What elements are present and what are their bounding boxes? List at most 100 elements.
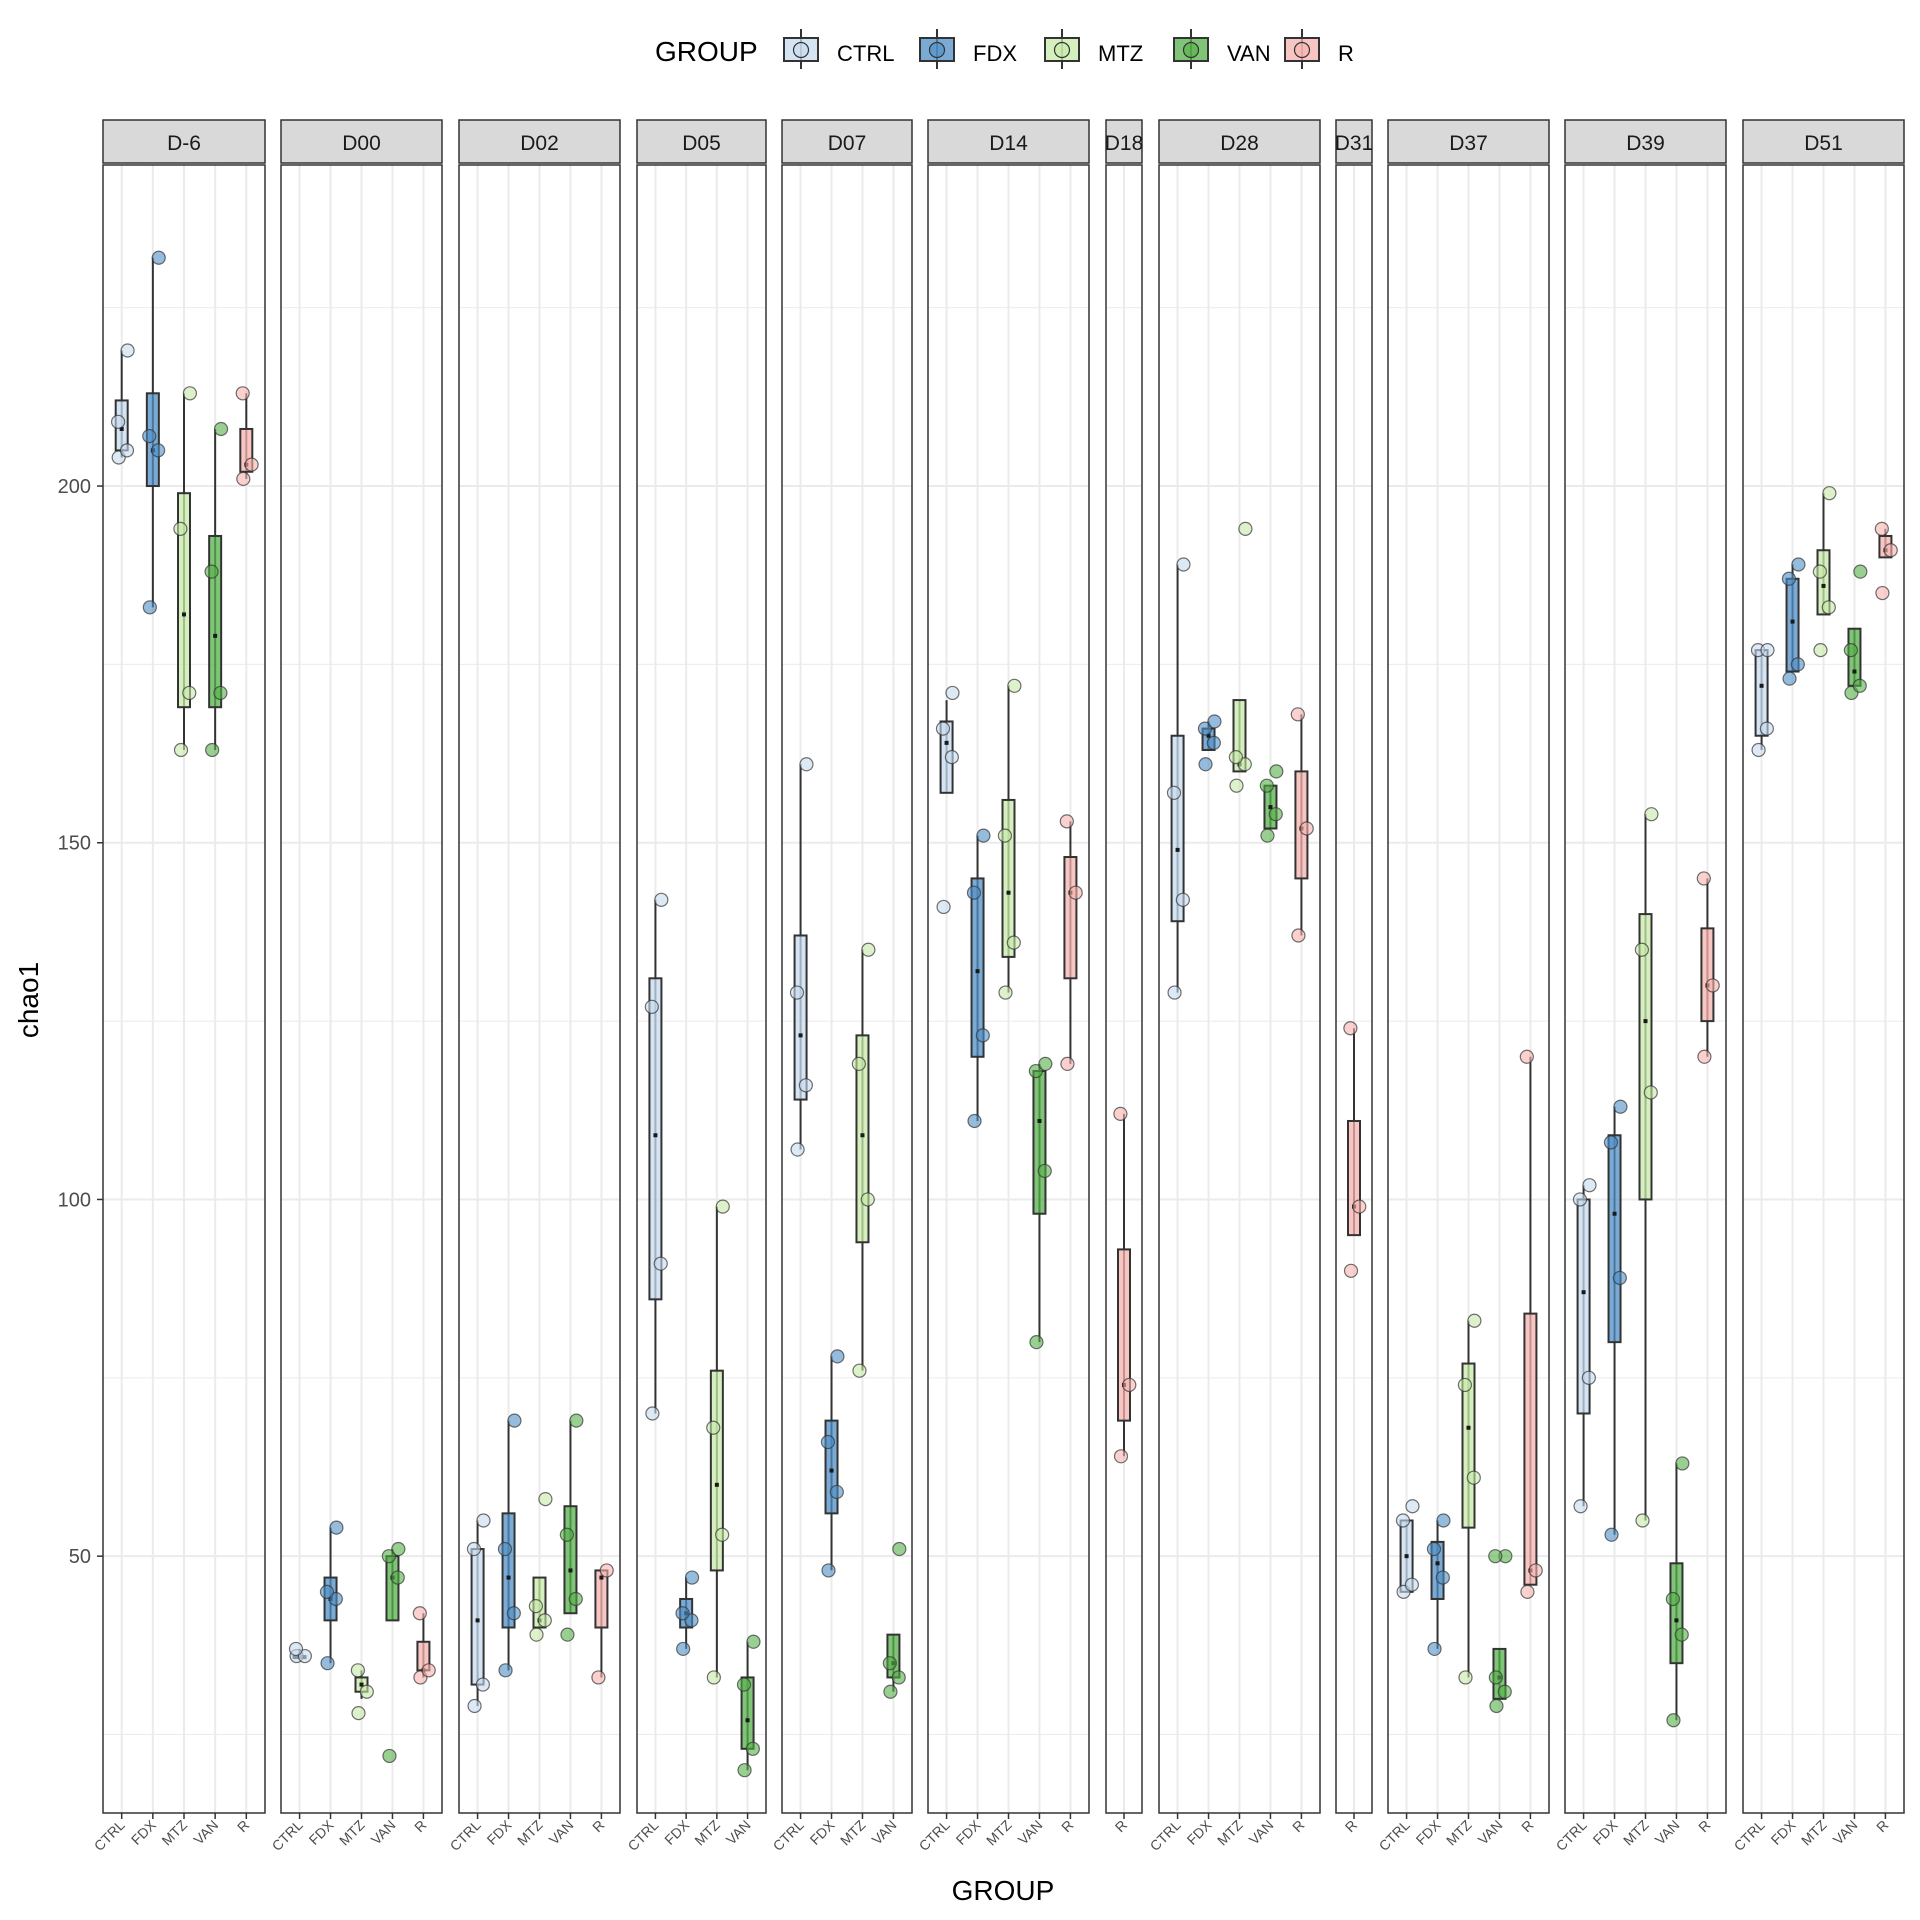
- x-tick-label: VAN: [1830, 1817, 1861, 1848]
- data-point: [390, 1570, 405, 1585]
- box-d28-mtz: [1228, 521, 1253, 793]
- data-point: [568, 1591, 583, 1607]
- x-tick-label: CTRL: [1731, 1817, 1768, 1854]
- data-point: [891, 1670, 906, 1685]
- data-point: [1229, 778, 1244, 793]
- data-point: [1006, 935, 1021, 950]
- box-iqr: [709, 1369, 724, 1572]
- data-point: [1166, 785, 1182, 800]
- x-tick-label: VAN: [1475, 1817, 1506, 1848]
- box-d51-ctrl: [1750, 643, 1775, 758]
- data-point: [1666, 1713, 1681, 1728]
- box-iqr: [470, 1548, 485, 1686]
- data-point: [1759, 721, 1774, 736]
- box-median: [1404, 1554, 1409, 1559]
- x-tick-label: FDX: [661, 1816, 693, 1848]
- data-point: [997, 828, 1013, 843]
- data-point: [235, 386, 250, 401]
- data-point: [412, 1606, 427, 1621]
- x-tick-label: VAN: [869, 1817, 900, 1848]
- data-point: [1466, 1470, 1481, 1485]
- facet-strip-label: D14: [989, 132, 1028, 155]
- y-axis-label: chao1: [13, 962, 44, 1038]
- x-tick-label: CTRL: [624, 1817, 661, 1854]
- box-median: [1581, 1290, 1586, 1295]
- data-point: [320, 1656, 335, 1671]
- x-tick-label: FDX: [306, 1816, 338, 1848]
- data-point: [591, 1670, 606, 1685]
- data-point: [1782, 671, 1797, 686]
- data-point: [204, 564, 219, 579]
- data-point: [1238, 521, 1253, 536]
- data-point: [475, 1677, 490, 1692]
- data-point: [599, 1563, 614, 1578]
- panel-border: [636, 164, 767, 1814]
- box-iqr: [793, 934, 808, 1101]
- facet-strip-label: D-6: [167, 132, 201, 155]
- box-d39-van: [1665, 1456, 1690, 1728]
- data-point: [1299, 821, 1314, 836]
- x-tick-label: FDX: [1768, 1816, 1800, 1848]
- legend-item-mtz: MTZ: [1044, 29, 1143, 69]
- data-point: [1519, 1049, 1534, 1064]
- box-iqr: [177, 492, 191, 709]
- data-point: [529, 1627, 544, 1642]
- box-d-6-mtz: [173, 386, 197, 758]
- legend-label: CTRL: [837, 41, 894, 66]
- box-median: [944, 740, 949, 745]
- box-median: [599, 1575, 604, 1580]
- box-d05-van: [736, 1634, 761, 1778]
- data-point: [1206, 735, 1221, 750]
- data-point: [1821, 600, 1836, 615]
- data-point: [829, 1484, 844, 1500]
- box-median: [653, 1133, 658, 1138]
- data-point: [1751, 742, 1766, 758]
- facet-panel-d14: D14 CTRL FDX MTZ VAN R: [916, 119, 1090, 1854]
- legend-key-point: [1053, 41, 1071, 59]
- panel-border: [927, 164, 1090, 1814]
- data-point: [329, 1520, 344, 1535]
- data-point: [1028, 1063, 1043, 1079]
- box-median: [798, 1033, 803, 1038]
- box-d28-van: [1259, 764, 1284, 843]
- data-point: [1875, 585, 1890, 601]
- data-point: [1843, 643, 1858, 658]
- x-tick-label: CTRL: [269, 1817, 306, 1854]
- x-tick-label: MTZ: [1443, 1816, 1475, 1848]
- facet-strip: [1158, 119, 1321, 164]
- box-d00-mtz: [350, 1663, 374, 1721]
- box-d37-ctrl: [1395, 1499, 1420, 1599]
- data-point: [244, 457, 259, 472]
- box-d00-fdx: [319, 1520, 344, 1671]
- data-point: [560, 1627, 575, 1642]
- x-tick-label: R: [1342, 1817, 1360, 1835]
- box-median: [1790, 619, 1795, 624]
- box-median: [1759, 683, 1764, 688]
- x-tick-label: MTZ: [1620, 1816, 1652, 1848]
- data-point: [350, 1663, 365, 1678]
- data-point: [1291, 928, 1306, 943]
- panel-border: [781, 164, 913, 1814]
- x-tick-label: MTZ: [691, 1816, 723, 1848]
- legend-item-ctrl: CTRL: [783, 29, 894, 69]
- data-point: [860, 1192, 875, 1207]
- facet-panel-d51: D51 CTRL FDX MTZ VAN R: [1731, 119, 1905, 1854]
- legend-item-r: R: [1284, 29, 1354, 69]
- data-point: [1612, 1270, 1627, 1286]
- box-d07-fdx: [820, 1349, 845, 1578]
- x-tick-label: VAN: [1652, 1817, 1683, 1848]
- data-point: [110, 414, 126, 429]
- data-point: [213, 421, 229, 437]
- data-point: [507, 1413, 522, 1428]
- box-iqr: [1669, 1562, 1684, 1665]
- panel-border: [1387, 164, 1550, 1814]
- data-point: [1697, 1049, 1712, 1064]
- data-point: [798, 1078, 813, 1093]
- panel-border: [1158, 164, 1321, 1814]
- box-median: [860, 1133, 865, 1138]
- data-point: [1405, 1499, 1420, 1514]
- box-d05-fdx: [675, 1570, 700, 1657]
- data-point: [998, 985, 1013, 1000]
- x-tick-label: CTRL: [916, 1817, 953, 1854]
